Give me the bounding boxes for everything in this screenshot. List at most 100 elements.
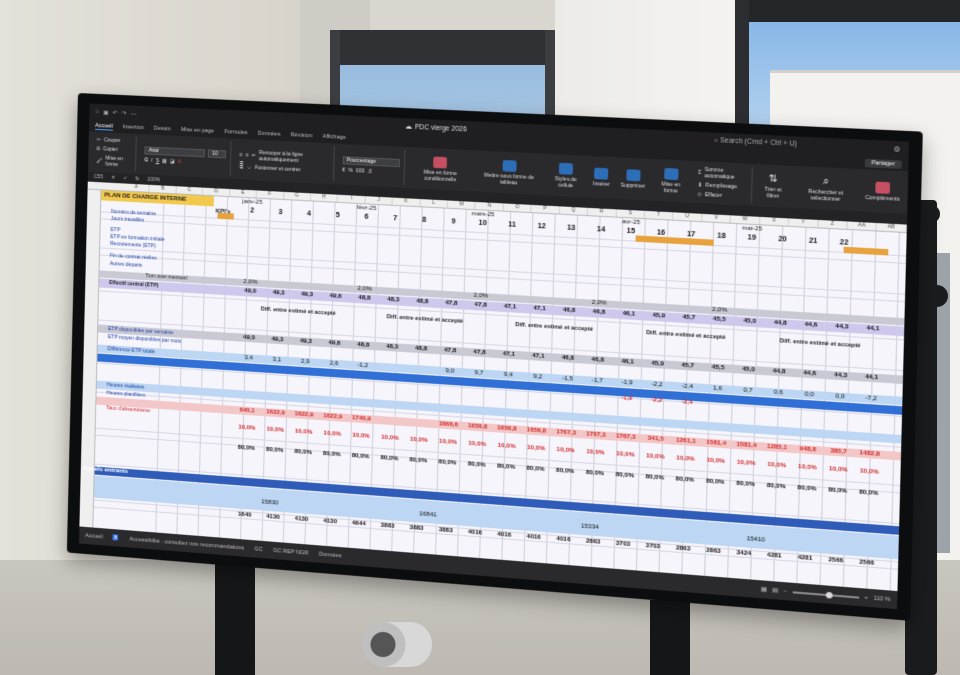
- align-top-icon[interactable]: ≡: [239, 152, 242, 158]
- week-cell[interactable]: 7: [381, 214, 410, 224]
- zoom-out-icon[interactable]: −: [783, 588, 787, 595]
- column-header[interactable]: T: [645, 211, 674, 220]
- addins-button[interactable]: Compléments: [862, 180, 904, 202]
- column-header[interactable]: V: [702, 214, 731, 223]
- week-cell[interactable]: 13: [556, 224, 586, 234]
- table-format-button[interactable]: Mettre sous forme de tableau: [476, 158, 542, 187]
- copy-icon[interactable]: ⧉: [96, 146, 100, 152]
- formula-value[interactable]: 100%: [147, 177, 160, 184]
- copy-label[interactable]: Copier: [103, 146, 118, 153]
- delete-button[interactable]: Supprimer: [617, 168, 649, 189]
- column-header[interactable]: AA: [848, 221, 878, 230]
- format-button[interactable]: Mise en forme: [653, 167, 690, 195]
- clear-icon[interactable]: ◇: [697, 192, 701, 198]
- percent-icon[interactable]: %: [348, 167, 353, 173]
- insert-button[interactable]: Insérer: [590, 167, 614, 188]
- border-icon[interactable]: ▦: [162, 158, 167, 164]
- autosum-icon[interactable]: Σ: [698, 170, 702, 176]
- sheet-tab-donnees[interactable]: Données: [319, 551, 342, 559]
- cut-icon[interactable]: ✂: [97, 137, 101, 143]
- week-cell[interactable]: 19: [737, 234, 768, 244]
- share-button[interactable]: Partager: [865, 159, 902, 169]
- underline-icon[interactable]: S: [156, 157, 160, 163]
- function-icon[interactable]: fx: [135, 176, 139, 182]
- column-header[interactable]: J: [365, 196, 393, 205]
- week-cell[interactable]: 3: [266, 208, 295, 218]
- week-cell[interactable]: 8: [410, 216, 439, 226]
- column-header[interactable]: K: [393, 198, 421, 207]
- conditional-format-button[interactable]: Mise en forme conditionnelle: [408, 155, 472, 184]
- week-cell[interactable]: 4: [295, 210, 324, 220]
- column-header[interactable]: C: [176, 186, 203, 194]
- currency-icon[interactable]: €: [342, 167, 345, 173]
- page-view-icon[interactable]: ▤: [772, 587, 778, 594]
- column-header[interactable]: A: [123, 183, 150, 191]
- column-header[interactable]: X: [760, 217, 789, 226]
- cancel-icon[interactable]: ✕: [111, 175, 115, 181]
- confirm-icon[interactable]: ✓: [123, 175, 127, 181]
- fill-label[interactable]: Remplissage: [705, 183, 737, 191]
- sheet-tab-gc-rep[interactable]: GC REP NGR: [273, 547, 309, 556]
- week-cell[interactable]: 11: [497, 221, 527, 231]
- column-header[interactable]: P: [532, 205, 560, 214]
- accessibility-status[interactable]: Accessibilité : consultez nos recommanda…: [130, 536, 245, 551]
- tab-accueil[interactable]: Accueil: [95, 122, 113, 130]
- cut-label[interactable]: Couper: [104, 137, 121, 144]
- merge-label[interactable]: Fusionner et centrer: [255, 164, 301, 172]
- fill-color-icon[interactable]: ◪: [170, 158, 175, 164]
- fill-icon[interactable]: ⬇: [698, 182, 703, 189]
- column-header[interactable]: D: [203, 188, 230, 196]
- week-cell[interactable]: 14: [586, 225, 616, 235]
- find-select-button[interactable]: ⌕ Rechercher et sélectionner: [794, 174, 858, 204]
- thousands-icon[interactable]: 000: [356, 168, 365, 175]
- format-painter-label[interactable]: Mise en forme: [105, 155, 131, 168]
- tab-donnees[interactable]: Données: [258, 131, 281, 138]
- column-header[interactable]: S: [616, 209, 645, 218]
- merge-icon[interactable]: ⇔: [247, 164, 252, 170]
- italic-icon[interactable]: I: [151, 157, 153, 163]
- format-painter-icon[interactable]: 🖌: [96, 158, 102, 164]
- week-cell[interactable]: 12: [527, 222, 557, 232]
- sort-filter-button[interactable]: ⇅ Trier et filtrer: [756, 172, 790, 200]
- undo-icon[interactable]: ↶: [113, 109, 118, 116]
- tab-affichage[interactable]: Affichage: [322, 134, 346, 141]
- font-name-select[interactable]: Arial: [145, 146, 206, 157]
- week-cell[interactable]: 10: [468, 219, 498, 229]
- column-header[interactable]: F: [257, 190, 284, 199]
- normal-view-icon[interactable]: ▦: [761, 586, 767, 593]
- tab-dessin[interactable]: Dessin: [154, 126, 171, 133]
- week-cell[interactable]: 5: [323, 211, 352, 221]
- tab-revision[interactable]: Révision: [290, 132, 312, 139]
- week-cell[interactable]: 2: [238, 207, 267, 217]
- zoom-slider[interactable]: [792, 591, 859, 598]
- wrap-text-label[interactable]: Renvoyer à la ligne automatiquement: [259, 149, 329, 165]
- column-header[interactable]: E: [230, 189, 257, 198]
- font-size-select[interactable]: 10: [208, 149, 226, 158]
- column-header[interactable]: U: [673, 212, 702, 221]
- column-header[interactable]: B: [150, 185, 177, 193]
- window-controls[interactable]: ⌂ ▣ ↶ ↷ ⋯: [95, 108, 136, 117]
- column-header[interactable]: Y: [789, 218, 818, 227]
- decimal-icon[interactable]: ,0: [368, 168, 372, 174]
- align-left-icon[interactable]: ≣: [239, 164, 243, 170]
- tab-insertion[interactable]: Insertion: [123, 124, 144, 131]
- zoom-level[interactable]: 110 %: [873, 595, 890, 603]
- zoom-in-icon[interactable]: +: [864, 594, 868, 601]
- font-color-icon[interactable]: A: [178, 159, 182, 165]
- column-header[interactable]: M: [448, 201, 476, 210]
- wrap-icon[interactable]: ↵: [252, 152, 256, 158]
- week-cell[interactable]: 6: [352, 213, 381, 223]
- sheet-tab-accueil[interactable]: Accueil: [85, 532, 103, 539]
- column-header[interactable]: N: [476, 202, 504, 211]
- zoom-slider-thumb[interactable]: [825, 591, 832, 598]
- autosum-label[interactable]: Somme automatique: [704, 167, 747, 182]
- number-format-select[interactable]: Pourcentage: [342, 156, 399, 167]
- clear-label[interactable]: Effacer: [705, 192, 722, 199]
- cell-reference[interactable]: C55: [94, 174, 103, 180]
- spreadsheet-grid[interactable]: A B C D E F G H I J K L M N O P Q R S T U V W X Y Z AA AB PLAN DE C…: [79, 182, 907, 592]
- week-cell[interactable]: 9: [439, 218, 468, 228]
- tab-formules[interactable]: Formules: [224, 129, 247, 136]
- bold-icon[interactable]: G: [144, 157, 148, 163]
- search-box[interactable]: ⌕ Search (Cmd + Ctrl + U): [714, 137, 797, 149]
- align-middle-icon[interactable]: ≡: [246, 152, 249, 158]
